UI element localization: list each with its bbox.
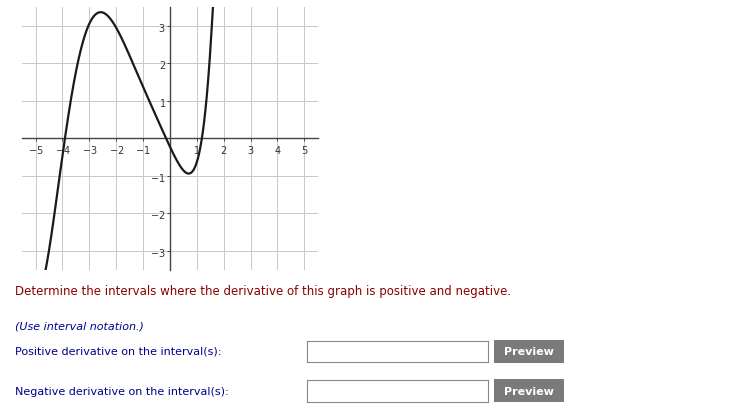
Text: Determine the intervals where the derivative of this graph is positive and negat: Determine the intervals where the deriva…: [15, 284, 511, 297]
Text: Negative derivative on the interval(s):: Negative derivative on the interval(s):: [15, 387, 228, 396]
Text: Positive derivative on the interval(s):: Positive derivative on the interval(s):: [15, 346, 221, 355]
Text: Preview: Preview: [504, 386, 554, 396]
Text: Preview: Preview: [504, 346, 554, 356]
Text: (Use interval notation.): (Use interval notation.): [15, 321, 143, 331]
